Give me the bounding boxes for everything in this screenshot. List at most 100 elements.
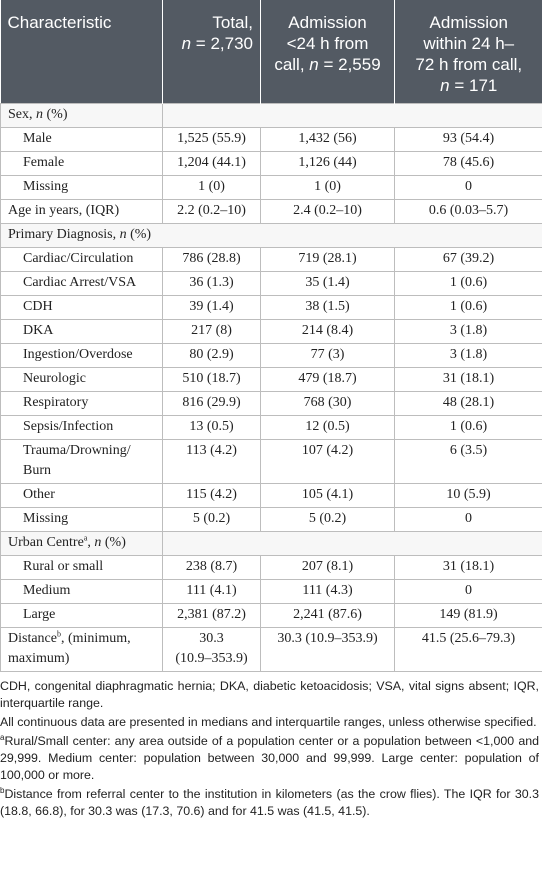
cell-lt24: 207 (8.1) <box>260 554 395 580</box>
cell-24-72: 0 <box>394 174 542 200</box>
cell-total: 115 (4.2) <box>162 482 261 508</box>
cell-lt24: 38 (1.5) <box>260 294 395 320</box>
cell-total: 1 (0) <box>162 174 261 200</box>
cell-total: 111 (4.1) <box>162 578 261 604</box>
cell-lt24: 768 (30) <box>260 390 395 416</box>
cell-total: 217 (8) <box>162 318 261 344</box>
row-label: Missing <box>0 506 163 532</box>
cell-lt24: 111 (4.3) <box>260 578 395 604</box>
cell-total: 1,525 (55.9) <box>162 126 261 152</box>
cell-24-72: 41.5 (25.6–79.3) <box>394 626 542 672</box>
row-label: CDH <box>0 294 163 320</box>
footnote-abbreviations: CDH, congenital diaphragmatic hernia; DK… <box>0 678 539 710</box>
header-admission-lt24: Admission <24 h from call, n = 2,559 <box>260 0 395 103</box>
cell-24-72: 0 <box>394 578 542 604</box>
cell-24-72: 0.6 (0.03–5.7) <box>394 198 542 224</box>
table-row: Missing 5 (0.2) 5 (0.2) 0 <box>0 506 542 532</box>
table-body: Sex, n (%) Male 1,525 (55.9) 1,432 (56) … <box>0 102 542 672</box>
header-total: Total, n = 2,730 <box>162 0 261 103</box>
cell-total: 80 (2.9) <box>162 342 261 368</box>
row-label: Female <box>0 150 163 176</box>
row-label: Sepsis/Infection <box>0 414 163 440</box>
row-label: Neurologic <box>0 366 163 392</box>
cell-24-72: 31 (18.1) <box>394 554 542 580</box>
section-label: Urban Centrea, n (%) <box>0 530 163 556</box>
cell-lt24: 2.4 (0.2–10) <box>260 198 395 224</box>
cell-lt24: 479 (18.7) <box>260 366 395 392</box>
cell-lt24: 2,241 (87.6) <box>260 602 395 628</box>
row-label: Respiratory <box>0 390 163 416</box>
cell-lt24: 30.3 (10.9–353.9) <box>260 626 395 672</box>
row-label: Age in years, (IQR) <box>0 198 163 224</box>
cell-24-72: 78 (45.6) <box>394 150 542 176</box>
cell-total: 510 (18.7) <box>162 366 261 392</box>
table-row: Ingestion/Overdose 80 (2.9) 77 (3) 3 (1.… <box>0 342 542 368</box>
row-label: Other <box>0 482 163 508</box>
table-row: Cardiac/Circulation 786 (28.8) 719 (28.1… <box>0 246 542 272</box>
table-row: Age in years, (IQR) 2.2 (0.2–10) 2.4 (0.… <box>0 198 542 224</box>
table-row: Neurologic 510 (18.7) 479 (18.7) 31 (18.… <box>0 366 542 392</box>
table-row: Missing 1 (0) 1 (0) 0 <box>0 174 542 200</box>
cell-total: 1,204 (44.1) <box>162 150 261 176</box>
table-row: Respiratory 816 (29.9) 768 (30) 48 (28.1… <box>0 390 542 416</box>
cell-24-72: 149 (81.9) <box>394 602 542 628</box>
table-row: Sepsis/Infection 13 (0.5) 12 (0.5) 1 (0.… <box>0 414 542 440</box>
cell-total: 39 (1.4) <box>162 294 261 320</box>
cell-24-72: 3 (1.8) <box>394 342 542 368</box>
cell-lt24: 5 (0.2) <box>260 506 395 532</box>
characteristics-table: Characteristic Total, n = 2,730 Admissio… <box>0 0 542 672</box>
cell-total: 113 (4.2) <box>162 438 261 484</box>
cell-lt24: 719 (28.1) <box>260 246 395 272</box>
row-label: Male <box>0 126 163 152</box>
cell-lt24: 1 (0) <box>260 174 395 200</box>
cell-lt24: 77 (3) <box>260 342 395 368</box>
table-row: CDH 39 (1.4) 38 (1.5) 1 (0.6) <box>0 294 542 320</box>
table-row: Other 115 (4.2) 105 (4.1) 10 (5.9) <box>0 482 542 508</box>
cell-24-72: 31 (18.1) <box>394 366 542 392</box>
table-row: DKA 217 (8) 214 (8.4) 3 (1.8) <box>0 318 542 344</box>
cell-total: 786 (28.8) <box>162 246 261 272</box>
section-row-primary-diagnosis: Primary Diagnosis, n (%) <box>0 222 542 248</box>
cell-24-72: 0 <box>394 506 542 532</box>
table-row-distance: Distanceb, (minimum, maximum) 30.3 (10.9–3… <box>0 626 542 672</box>
cell-24-72: 1 (0.6) <box>394 414 542 440</box>
row-label: Missing <box>0 174 163 200</box>
cell-total: 2,381 (87.2) <box>162 602 261 628</box>
table-row: Male 1,525 (55.9) 1,432 (56) 93 (54.4) <box>0 126 542 152</box>
cell-24-72: 6 (3.5) <box>394 438 542 484</box>
cell-total: 36 (1.3) <box>162 270 261 296</box>
table-page: Characteristic Total, n = 2,730 Admissio… <box>0 0 542 818</box>
row-label: Rural or small <box>0 554 163 580</box>
section-row-urban-centre: Urban Centrea, n (%) <box>0 530 542 556</box>
footnote-b: bDistance from referral center to the in… <box>0 785 539 818</box>
table-row: Large 2,381 (87.2) 2,241 (87.6) 149 (81.… <box>0 602 542 628</box>
cell-24-72: 67 (39.2) <box>394 246 542 272</box>
table-row: Rural or small 238 (8.7) 207 (8.1) 31 (1… <box>0 554 542 580</box>
row-label: DKA <box>0 318 163 344</box>
row-label: Trauma/Drowning/Burn <box>0 438 163 484</box>
table-row: Trauma/Drowning/Burn 113 (4.2) 107 (4.2)… <box>0 438 542 484</box>
table-row: Medium 111 (4.1) 111 (4.3) 0 <box>0 578 542 604</box>
cell-total: 30.3 (10.9–353.9) <box>162 626 261 672</box>
row-label: Cardiac/Circulation <box>0 246 163 272</box>
section-label: Primary Diagnosis, n (%) <box>0 222 261 248</box>
cell-lt24: 105 (4.1) <box>260 482 395 508</box>
row-label: Ingestion/Overdose <box>0 342 163 368</box>
cell-24-72: 1 (0.6) <box>394 270 542 296</box>
section-row-sex: Sex, n (%) <box>0 102 542 128</box>
cell-total: 2.2 (0.2–10) <box>162 198 261 224</box>
cell-total: 816 (29.9) <box>162 390 261 416</box>
table-header: Characteristic Total, n = 2,730 Admissio… <box>0 0 542 103</box>
cell-total: 5 (0.2) <box>162 506 261 532</box>
row-label: Distanceb, (minimum, maximum) <box>0 626 163 672</box>
row-label: Large <box>0 602 163 628</box>
cell-lt24: 12 (0.5) <box>260 414 395 440</box>
table-row: Female 1,204 (44.1) 1,126 (44) 78 (45.6) <box>0 150 542 176</box>
cell-total: 238 (8.7) <box>162 554 261 580</box>
cell-24-72: 10 (5.9) <box>394 482 542 508</box>
cell-lt24: 1,432 (56) <box>260 126 395 152</box>
footnote-continuous: All continuous data are presented in med… <box>0 714 537 729</box>
cell-24-72: 1 (0.6) <box>394 294 542 320</box>
row-label: Cardiac Arrest/VSA <box>0 270 163 296</box>
cell-lt24: 1,126 (44) <box>260 150 395 176</box>
